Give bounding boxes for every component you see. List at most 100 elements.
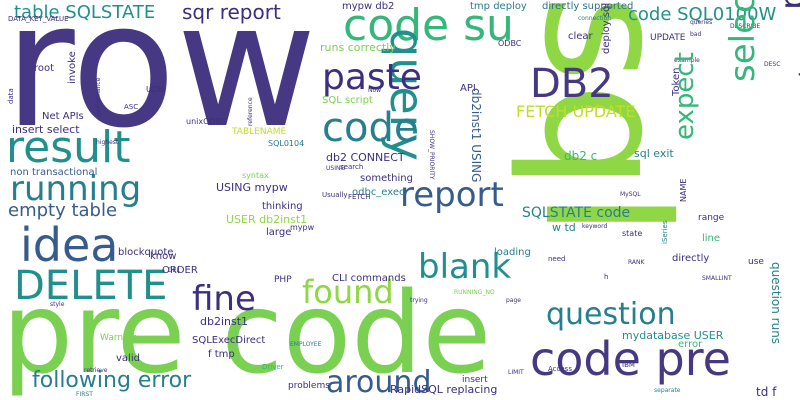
word: directly [672, 253, 710, 264]
word: USER db2inst1 [226, 213, 308, 226]
word: sqr report [182, 0, 281, 24]
word: code SQL0100W [628, 4, 777, 25]
word: row [4, 0, 317, 166]
word: Driver [262, 363, 284, 371]
word: mypw db2 [342, 1, 395, 12]
word: db2 CONNECT [326, 151, 405, 164]
word: RANK [628, 259, 645, 266]
word: insert [462, 375, 488, 385]
word: large [266, 227, 292, 238]
word: range [698, 213, 725, 223]
word: know [150, 251, 177, 262]
word: USING mypw [216, 181, 288, 194]
word: state [622, 229, 643, 238]
word: FETCH [348, 193, 371, 201]
word: report [400, 175, 504, 215]
word: code pre [530, 332, 731, 386]
word: paste [322, 57, 422, 98]
word: code su [343, 0, 514, 51]
word: question [546, 297, 676, 332]
word: FIRST [76, 391, 93, 398]
word: selects [723, 0, 763, 82]
word: odbc_exec [352, 187, 405, 198]
word: connection [578, 15, 612, 22]
word: directly supported [542, 1, 634, 12]
word: example [674, 57, 700, 64]
word: SQL0104 [268, 139, 305, 148]
word: data [7, 88, 15, 104]
word: db2inst1 [200, 315, 249, 328]
word: FETCH UPDATE [516, 102, 636, 121]
word: API [460, 83, 476, 94]
word: unixODBC [186, 117, 227, 126]
word: empty table [8, 200, 118, 221]
word: h [604, 273, 609, 281]
word: keyword [582, 223, 608, 230]
word: f tmp [208, 349, 235, 360]
word: problems [288, 381, 330, 391]
word: running [10, 169, 142, 209]
word: Now [368, 87, 382, 94]
word: runs correctly [320, 41, 396, 54]
word: returned [794, 0, 800, 104]
word: thinking [262, 201, 303, 212]
word: DEL [168, 267, 180, 274]
word: code [322, 105, 419, 151]
word: USING [326, 165, 346, 172]
word: RapidSQL replacing [390, 383, 498, 396]
word: bad [690, 31, 702, 38]
word: question runs [769, 262, 783, 345]
word: performance [95, 77, 102, 116]
word: tmp deploy [470, 1, 527, 12]
word: clear [568, 31, 593, 42]
word: blank [418, 247, 512, 287]
word: queries [690, 19, 713, 26]
word: sql exit [634, 147, 674, 160]
word: found [302, 273, 394, 311]
word: w td [552, 221, 576, 234]
word: UDB [146, 85, 164, 94]
word: iSeries [661, 220, 669, 244]
word: page [506, 297, 521, 304]
word: Access [548, 365, 572, 373]
word: Usually [322, 191, 348, 199]
word: SQLExecDirect [192, 335, 266, 346]
word: DESC [764, 61, 781, 68]
word: ODBC [498, 39, 522, 48]
word: reference [247, 97, 254, 126]
word: error [678, 339, 703, 350]
word: TABLENAME [232, 127, 287, 137]
word: SHOW_PRIORITY [428, 130, 435, 180]
word: loading [494, 247, 531, 258]
word: root [34, 63, 55, 74]
word: SQL script [322, 95, 373, 106]
word: ASC [124, 103, 139, 111]
word: deploy sql [601, 2, 612, 54]
word: mydatabase USER [622, 329, 724, 342]
word: db2inst1 USING [469, 88, 483, 183]
word: Net APIs [42, 111, 84, 122]
word: need [548, 255, 566, 263]
word: highest [96, 139, 119, 146]
word: pre code [2, 269, 492, 399]
word: PHP [274, 275, 292, 285]
word: search [340, 163, 364, 171]
word: separate [654, 387, 681, 394]
word: something [360, 173, 413, 184]
word: DESCRIBE [730, 23, 761, 30]
word: expect [670, 52, 700, 140]
word: non transactional [10, 167, 98, 178]
word: SMALLINT [702, 275, 732, 282]
word: retrieve [84, 367, 108, 374]
word: DATA_KEY_VALUE [8, 15, 69, 23]
word: table SQLSTATE [14, 2, 156, 23]
word: LIMIT [508, 369, 524, 376]
word: insert select [12, 123, 80, 136]
word: db2 c [564, 149, 598, 163]
word: style [50, 301, 65, 308]
word: NAME [679, 178, 688, 202]
word: trying [410, 297, 428, 304]
word: MySQL [620, 191, 641, 198]
word: DB2 [530, 61, 614, 107]
